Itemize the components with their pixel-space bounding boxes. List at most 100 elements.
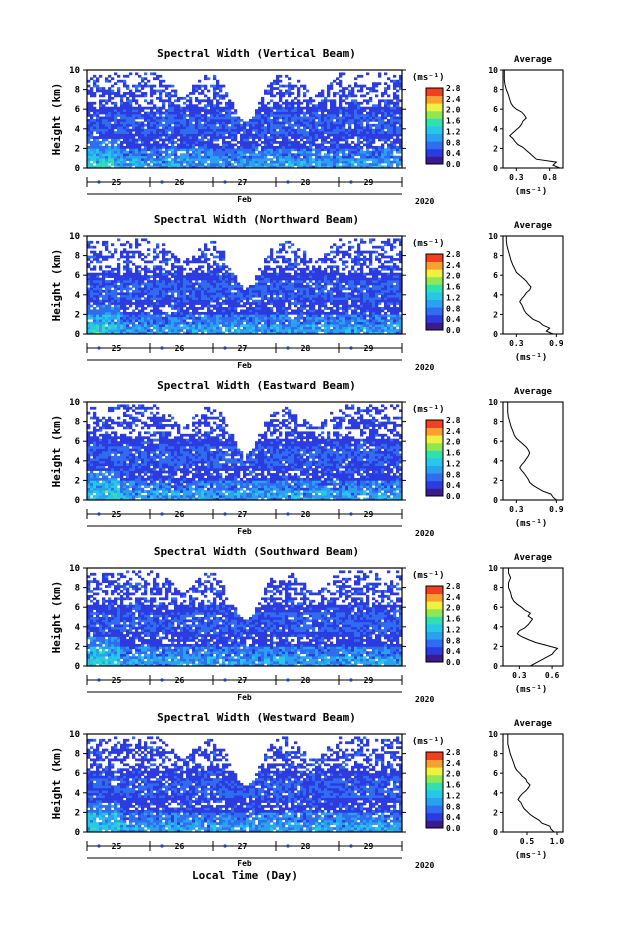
heat-cell [291, 324, 294, 327]
heat-cell [192, 295, 195, 298]
heat-cell [165, 114, 168, 117]
heat-cell [213, 261, 216, 264]
heat-cell [291, 312, 294, 315]
heat-cell [141, 141, 144, 144]
heat-cell [114, 109, 117, 112]
heat-cell [93, 141, 96, 144]
heat-cell [189, 109, 192, 112]
heat-cell [207, 302, 210, 305]
heat-cell [207, 324, 210, 327]
heat-cell [267, 327, 270, 330]
heat-cell [216, 329, 219, 332]
heat-cell [129, 148, 132, 151]
heat-cell [279, 243, 282, 246]
heat-cell [123, 163, 126, 166]
heat-cell [150, 329, 153, 332]
heat-cell [111, 158, 114, 161]
heat-cell [201, 141, 204, 144]
heat-cell [168, 97, 171, 100]
heat-cell [156, 295, 159, 298]
heat-cell [372, 158, 375, 161]
heat-cell [264, 136, 267, 139]
heat-cell [213, 85, 216, 88]
heat-cell [219, 314, 222, 317]
heat-cell [246, 151, 249, 154]
heat-cell [180, 117, 183, 120]
heat-cell [219, 121, 222, 124]
heat-cell [144, 117, 147, 120]
heat-cell [240, 134, 243, 137]
heat-cell [132, 273, 135, 276]
heat-cell [99, 278, 102, 281]
heat-cell [306, 324, 309, 327]
heat-cell [204, 158, 207, 161]
heat-cell [210, 290, 213, 293]
heat-cell [372, 87, 375, 90]
heat-cell [294, 310, 297, 313]
heat-cell [231, 124, 234, 127]
heat-cell [378, 99, 381, 102]
heat-cell [180, 114, 183, 117]
heat-cell [189, 317, 192, 320]
heat-cell [303, 305, 306, 308]
heat-cell [138, 136, 141, 139]
heat-cell [120, 102, 123, 105]
heat-cell [372, 82, 375, 85]
heat-cell [243, 302, 246, 305]
heat-cell [291, 163, 294, 166]
heat-cell [309, 158, 312, 161]
heat-cell [288, 131, 291, 134]
heat-cell [105, 243, 108, 246]
heat-cell [276, 310, 279, 313]
heat-cell [219, 253, 222, 256]
heat-cell [249, 153, 252, 156]
heat-cell [270, 82, 273, 85]
heat-cell [129, 270, 132, 273]
heat-cell [120, 114, 123, 117]
heat-cell [198, 134, 201, 137]
heat-cell [363, 107, 366, 110]
heat-cell [192, 158, 195, 161]
heat-cell [249, 310, 252, 313]
heat-cell [222, 268, 225, 271]
heat-cell [195, 97, 198, 100]
heat-cell [246, 146, 249, 149]
heat-cell [153, 141, 156, 144]
heat-cell [150, 126, 153, 129]
heat-cell [153, 265, 156, 268]
heat-cell [321, 136, 324, 139]
heat-cell [396, 117, 399, 120]
heat-cell [168, 109, 171, 112]
heat-cell [303, 151, 306, 154]
heat-cell [171, 268, 174, 271]
heat-cell [276, 87, 279, 90]
heat-cell [213, 126, 216, 129]
heat-cell [279, 302, 282, 305]
heat-cell [168, 251, 171, 254]
heat-cell [297, 136, 300, 139]
heat-cell [123, 92, 126, 95]
heat-cell [90, 327, 93, 330]
heat-cell [117, 310, 120, 313]
heat-cell [231, 314, 234, 317]
heat-cell [126, 263, 129, 266]
heat-cell [351, 112, 354, 115]
heat-cell [195, 258, 198, 261]
heat-cell [141, 121, 144, 124]
heat-cell [216, 146, 219, 149]
heat-cell [228, 268, 231, 271]
heat-cell [246, 310, 249, 313]
heat-cell [174, 121, 177, 124]
heat-cell [339, 156, 342, 159]
heat-cell [108, 107, 111, 110]
heat-cell [207, 278, 210, 281]
heat-cell [216, 126, 219, 129]
heat-cell [126, 104, 129, 107]
heat-cell [123, 302, 126, 305]
heat-cell [204, 126, 207, 129]
heat-cell [255, 136, 258, 139]
heat-cell [195, 148, 198, 151]
heat-cell [204, 273, 207, 276]
heat-cell [156, 312, 159, 315]
heat-cell [282, 85, 285, 88]
